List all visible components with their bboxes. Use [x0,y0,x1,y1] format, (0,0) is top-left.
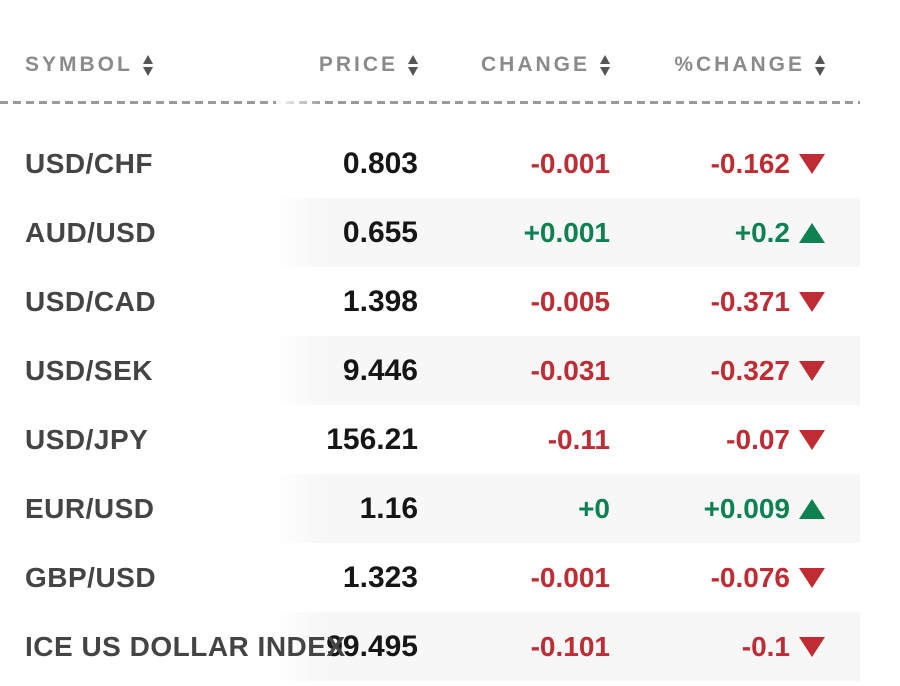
column-header-symbol-label[interactable]: SYMBOL [25,53,133,76]
direction-indicator [799,291,825,312]
symbol-label[interactable]: ICE US DOLLAR INDEX [25,630,346,662]
symbol-label[interactable]: EUR/USD [25,492,155,524]
column-header-symbol[interactable]: SYMBOL [0,53,278,77]
down-triangle-icon [799,153,825,174]
table-row[interactable]: USD/CHF 0.803 -0.001 -0.162 [0,129,900,198]
table-row[interactable]: EUR/USD 1.16 +0 +0.009 [0,474,900,543]
change-value: +0 [578,492,610,524]
column-header-pct-change[interactable]: %CHANGE [610,53,825,77]
row-stripe [278,612,860,681]
down-triangle-icon [799,636,825,657]
change-value: -0.001 [530,561,610,593]
sort-up-icon [408,54,418,64]
pct-change-cell: -0.162 [610,148,825,180]
row-stripe [278,198,860,267]
row-stripe [278,336,860,405]
pct-change-value: -0.07 [726,423,790,455]
price-value: 1.16 [359,491,418,525]
symbol-label[interactable]: USD/JPY [25,423,149,455]
column-header-change[interactable]: CHANGE [418,53,610,77]
change-value: -0.031 [530,354,610,386]
sort-down-icon [142,66,153,76]
column-header-price[interactable]: PRICE [278,53,418,77]
change-value: -0.005 [530,285,610,317]
pct-change-value: +0.2 [734,216,790,248]
sort-arrows-icon[interactable] [408,54,418,76]
direction-indicator [799,636,825,657]
sort-down-icon [815,66,825,76]
sort-up-icon [815,54,825,64]
sort-up-icon [600,54,610,64]
pct-change-cell: -0.1 [610,631,825,663]
pct-change-value: -0.371 [710,285,790,317]
column-header-price-label[interactable]: PRICE [318,53,398,76]
pct-change-value: -0.162 [710,147,790,179]
change-value: -0.101 [530,630,610,662]
symbol-label[interactable]: USD/SEK [25,354,153,386]
change-value: -0.001 [530,147,610,179]
symbol-label[interactable]: AUD/USD [25,216,157,248]
symbol-label[interactable]: GBP/USD [25,561,157,593]
symbol-label[interactable]: USD/CHF [25,147,153,179]
pct-change-cell: +0.009 [610,493,825,525]
price-value: 0.803 [342,146,418,180]
price-value: 1.398 [342,284,418,318]
down-triangle-icon [799,360,825,381]
sort-arrows-icon[interactable] [142,54,153,76]
down-triangle-icon [799,567,825,588]
price-value: 0.655 [342,215,418,249]
up-triangle-icon [799,222,825,243]
column-header-pct-change-label[interactable]: %CHANGE [674,53,805,76]
direction-indicator [799,567,825,588]
table-row[interactable]: USD/SEK 9.446 -0.031 -0.327 [0,336,900,405]
change-value: -0.11 [547,423,610,455]
change-value: +0.001 [523,216,610,248]
down-triangle-icon [799,429,825,450]
table-row[interactable]: USD/CAD 1.398 -0.005 -0.371 [0,267,900,336]
price-value: 156.21 [326,422,418,456]
table-row[interactable]: GBP/USD 1.323 -0.001 -0.076 [0,543,900,612]
sort-arrows-icon[interactable] [600,54,610,76]
price-value: 99.495 [326,629,418,663]
direction-indicator [799,360,825,381]
sort-down-icon [408,66,418,76]
direction-indicator [799,222,825,243]
pct-change-value: -0.1 [741,630,790,662]
table-row[interactable]: ICE US DOLLAR INDEX 99.495 -0.101 -0.1 [0,612,900,681]
table-row[interactable]: USD/JPY 156.21 -0.11 -0.07 [0,405,900,474]
column-header-change-label[interactable]: CHANGE [480,53,590,76]
sort-arrows-icon[interactable] [815,54,825,76]
direction-indicator [799,153,825,174]
pct-change-value: -0.076 [710,561,790,593]
price-value: 1.323 [342,560,418,594]
down-triangle-icon [799,291,825,312]
pct-change-cell: -0.07 [610,424,825,456]
sort-down-icon [600,66,610,76]
pct-change-value: +0.009 [703,492,790,524]
pct-change-value: -0.327 [710,354,790,386]
direction-indicator [799,429,825,450]
table-row[interactable]: AUD/USD 0.655 +0.001 +0.2 [0,198,900,267]
pct-change-cell: +0.2 [610,217,825,249]
pct-change-cell: -0.327 [610,355,825,387]
pct-change-cell: -0.371 [610,286,825,318]
pct-change-cell: -0.076 [610,562,825,594]
symbol-label[interactable]: USD/CAD [25,285,157,317]
price-value: 9.446 [342,353,418,387]
table-body: USD/CHF 0.803 -0.001 -0.162 AUD/USD 0.65… [0,129,900,681]
up-triangle-icon [799,498,825,519]
sort-up-icon [142,54,153,64]
table-header-row: SYMBOL PRICE CHANGE %CHANGE [0,50,900,80]
header-divider [0,101,860,104]
row-stripe [278,474,860,543]
direction-indicator [799,498,825,519]
